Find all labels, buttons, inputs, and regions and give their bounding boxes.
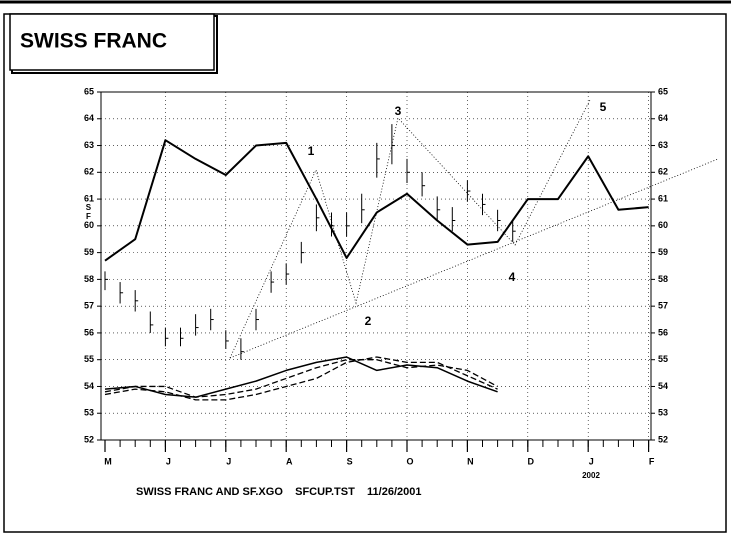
- wave-label: 5: [600, 100, 607, 114]
- series-line: [104, 359, 498, 398]
- y-tick-label: 56: [84, 327, 94, 337]
- y2-tick-label: 64: [658, 113, 668, 123]
- y2-tick-label: 60: [658, 220, 668, 230]
- y-tick-label: 61: [84, 193, 94, 203]
- y2-tick-label: 59: [658, 247, 668, 257]
- y-tick-label: 58: [84, 274, 94, 284]
- y-tick-label: 63: [84, 140, 94, 150]
- x-tick-label: F: [649, 456, 655, 466]
- wave-line: [229, 99, 591, 359]
- title-shadow: [11, 15, 218, 74]
- caption: SWISS FRANC AND SF.XGO SFCUP.TST 11/26/2…: [136, 486, 421, 498]
- series-line: [104, 356, 498, 398]
- y2-tick-label: 56: [658, 327, 668, 337]
- y2-tick-label: 52: [658, 434, 668, 444]
- trendline: [229, 158, 719, 359]
- y2-tick-label: 55: [658, 354, 668, 364]
- x-tick-label: J: [226, 456, 231, 466]
- x-tick-label: J: [166, 456, 171, 466]
- y2-tick-label: 58: [658, 274, 668, 284]
- y-tick-label: 52: [84, 434, 94, 444]
- wave-label: 4: [509, 270, 516, 284]
- y2-tick-label: 54: [658, 381, 668, 391]
- wave-label: 2: [365, 314, 372, 328]
- plot-area: [100, 91, 652, 441]
- y-tick-label: 64: [84, 113, 94, 123]
- series-line: [104, 356, 498, 401]
- x-tick-label: O: [406, 456, 413, 466]
- y2-tick-label: 63: [658, 140, 668, 150]
- y2-tick-label: 61: [658, 193, 668, 203]
- wave-label: 3: [395, 104, 402, 118]
- y-axis-label: SF: [84, 203, 93, 221]
- x-tick-label: M: [104, 456, 112, 466]
- y2-tick-label: 65: [658, 86, 668, 96]
- y-tick-label: 60: [84, 220, 94, 230]
- y-tick-label: 55: [84, 354, 94, 364]
- year-label: 2002: [582, 471, 600, 480]
- x-tick-label: J: [589, 456, 594, 466]
- chart-title: SWISS FRANC: [20, 30, 167, 53]
- y2-tick-label: 53: [658, 408, 668, 418]
- title-box: [9, 13, 215, 71]
- y-tick-label: 57: [84, 301, 94, 311]
- y-tick-label: 54: [84, 381, 94, 391]
- x-tick-label: A: [286, 456, 293, 466]
- y2-tick-label: 57: [658, 301, 668, 311]
- series-line: [104, 139, 649, 262]
- y-tick-label: 62: [84, 167, 94, 177]
- y-tick-label: 59: [84, 247, 94, 257]
- frame: [3, 13, 727, 533]
- y-tick-label: 53: [84, 408, 94, 418]
- x-tick-label: D: [528, 456, 535, 466]
- y-tick-label: 65: [84, 86, 94, 96]
- wave-label: 1: [308, 144, 315, 158]
- y2-tick-label: 62: [658, 167, 668, 177]
- trendlines: [229, 99, 719, 359]
- x-tick-label: N: [467, 456, 474, 466]
- x-tick-label: S: [347, 456, 353, 466]
